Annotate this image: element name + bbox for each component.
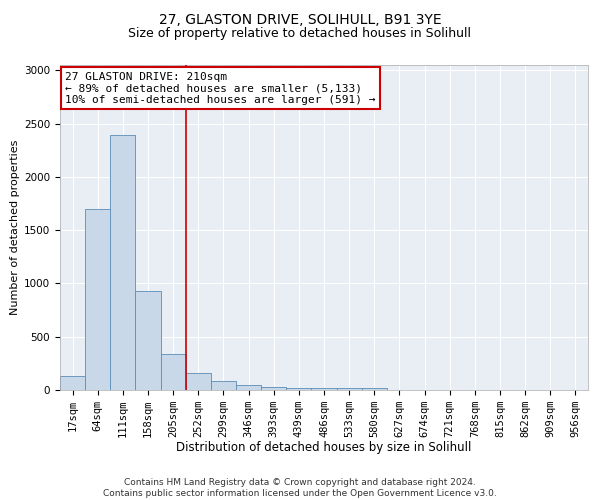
- Bar: [161, 354, 186, 390]
- Bar: [186, 374, 211, 390]
- Text: 27, GLASTON DRIVE, SOLIHULL, B91 3YE: 27, GLASTON DRIVE, SOLIHULL, B91 3YE: [158, 12, 442, 26]
- Bar: [211, 382, 236, 390]
- Bar: [236, 384, 261, 390]
- Bar: [311, 388, 337, 390]
- Bar: [110, 136, 136, 390]
- Text: Contains HM Land Registry data © Crown copyright and database right 2024.
Contai: Contains HM Land Registry data © Crown c…: [103, 478, 497, 498]
- Bar: [85, 209, 110, 390]
- Bar: [261, 387, 286, 390]
- Bar: [286, 388, 311, 390]
- Y-axis label: Number of detached properties: Number of detached properties: [10, 140, 20, 315]
- Text: 27 GLASTON DRIVE: 210sqm
← 89% of detached houses are smaller (5,133)
10% of sem: 27 GLASTON DRIVE: 210sqm ← 89% of detach…: [65, 72, 376, 104]
- Bar: [60, 376, 85, 390]
- Bar: [362, 388, 387, 390]
- Bar: [337, 388, 362, 390]
- X-axis label: Distribution of detached houses by size in Solihull: Distribution of detached houses by size …: [176, 442, 472, 454]
- Text: Size of property relative to detached houses in Solihull: Size of property relative to detached ho…: [128, 28, 472, 40]
- Bar: [136, 291, 161, 390]
